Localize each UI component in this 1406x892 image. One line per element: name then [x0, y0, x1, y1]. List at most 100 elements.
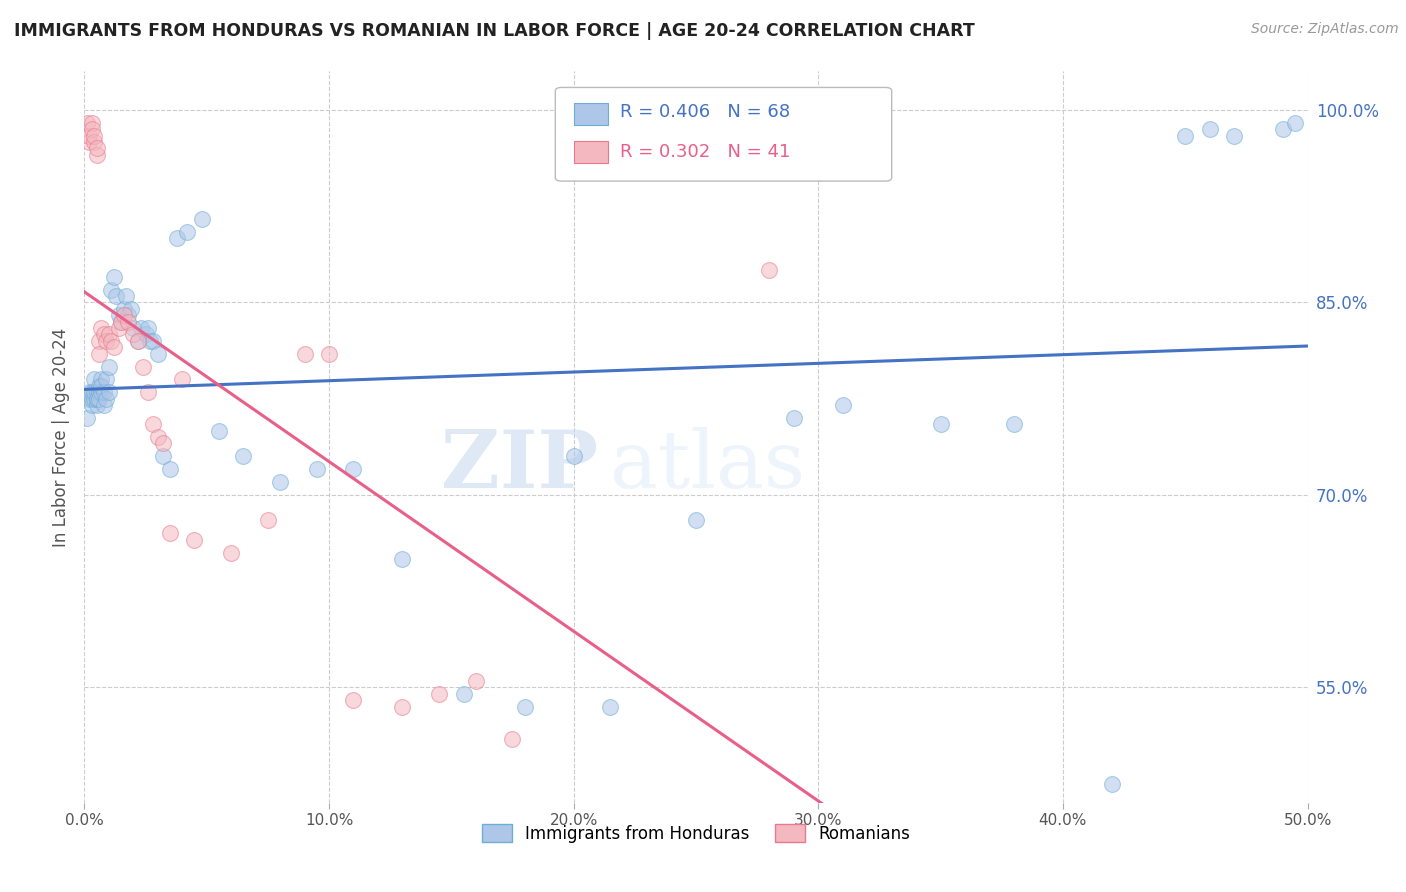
Text: ZIP: ZIP — [441, 427, 598, 506]
Point — [146, 346, 169, 360]
Point — [86, 392, 108, 406]
Point — [127, 334, 149, 348]
Text: Source: ZipAtlas.com: Source: ZipAtlas.com — [1251, 22, 1399, 37]
Point — [97, 385, 120, 400]
Bar — [574, 103, 607, 125]
Point — [115, 289, 138, 303]
Point — [80, 385, 103, 400]
Point — [87, 346, 110, 360]
Point — [146, 430, 169, 444]
Point — [83, 135, 105, 149]
Point — [208, 424, 231, 438]
Point — [152, 450, 174, 464]
Point — [599, 699, 621, 714]
Point — [562, 450, 585, 464]
Point — [318, 346, 340, 360]
Point — [110, 315, 132, 329]
Point — [90, 385, 112, 400]
Point — [86, 148, 108, 162]
Point — [103, 340, 125, 354]
Point — [97, 359, 120, 374]
Point — [132, 359, 155, 374]
Point — [77, 135, 100, 149]
Point — [183, 533, 205, 547]
FancyBboxPatch shape — [555, 87, 891, 181]
Point — [136, 321, 159, 335]
Text: R = 0.302   N = 41: R = 0.302 N = 41 — [620, 143, 790, 161]
Point — [139, 334, 162, 348]
Point — [232, 450, 254, 464]
Point — [1174, 128, 1197, 143]
Point — [90, 378, 112, 392]
Point — [453, 687, 475, 701]
Point — [127, 334, 149, 348]
Point — [136, 385, 159, 400]
Point — [783, 410, 806, 425]
Point — [93, 385, 115, 400]
Legend: Immigrants from Honduras, Romanians: Immigrants from Honduras, Romanians — [475, 818, 917, 849]
Point — [117, 315, 139, 329]
Point — [305, 462, 328, 476]
Point — [86, 398, 108, 412]
Point — [80, 122, 103, 136]
Point — [76, 116, 98, 130]
Point — [87, 392, 110, 406]
Point — [77, 392, 100, 406]
Point — [294, 346, 316, 360]
Point — [107, 321, 129, 335]
Point — [142, 417, 165, 432]
Point — [96, 334, 118, 348]
Bar — [574, 141, 607, 163]
Point — [1002, 417, 1025, 432]
Point — [97, 327, 120, 342]
Point — [929, 417, 952, 432]
Text: IMMIGRANTS FROM HONDURAS VS ROMANIAN IN LABOR FORCE | AGE 20-24 CORRELATION CHAR: IMMIGRANTS FROM HONDURAS VS ROMANIAN IN … — [14, 22, 974, 40]
Point — [1198, 122, 1220, 136]
Point — [80, 392, 103, 406]
Point — [122, 321, 145, 335]
Point — [142, 334, 165, 348]
Point — [166, 231, 188, 245]
Point — [342, 693, 364, 707]
Point — [110, 315, 132, 329]
Point — [758, 263, 780, 277]
Point — [176, 225, 198, 239]
Point — [87, 378, 110, 392]
Point — [100, 283, 122, 297]
Point — [427, 687, 450, 701]
Point — [342, 462, 364, 476]
Text: atlas: atlas — [610, 427, 806, 506]
Point — [80, 116, 103, 130]
Point — [117, 308, 139, 322]
Point — [112, 301, 135, 316]
Point — [77, 385, 100, 400]
Point — [80, 398, 103, 412]
Point — [269, 475, 291, 489]
Point — [152, 436, 174, 450]
Point — [87, 385, 110, 400]
Point — [159, 526, 181, 541]
Point — [1101, 776, 1123, 790]
Point — [502, 731, 524, 746]
Point — [391, 699, 413, 714]
Point — [90, 372, 112, 386]
Point — [1272, 122, 1295, 136]
Point — [1223, 128, 1246, 143]
Point — [83, 385, 105, 400]
Point — [86, 141, 108, 155]
Point — [93, 327, 115, 342]
Point — [87, 334, 110, 348]
Point — [191, 211, 214, 226]
Point — [391, 552, 413, 566]
Point — [86, 385, 108, 400]
Point — [685, 514, 707, 528]
Point — [90, 321, 112, 335]
Point — [122, 327, 145, 342]
Point — [77, 128, 100, 143]
Point — [86, 392, 108, 406]
Point — [76, 410, 98, 425]
Text: R = 0.406   N = 68: R = 0.406 N = 68 — [620, 103, 790, 120]
Point — [159, 462, 181, 476]
Point — [83, 392, 105, 406]
Point — [105, 289, 128, 303]
